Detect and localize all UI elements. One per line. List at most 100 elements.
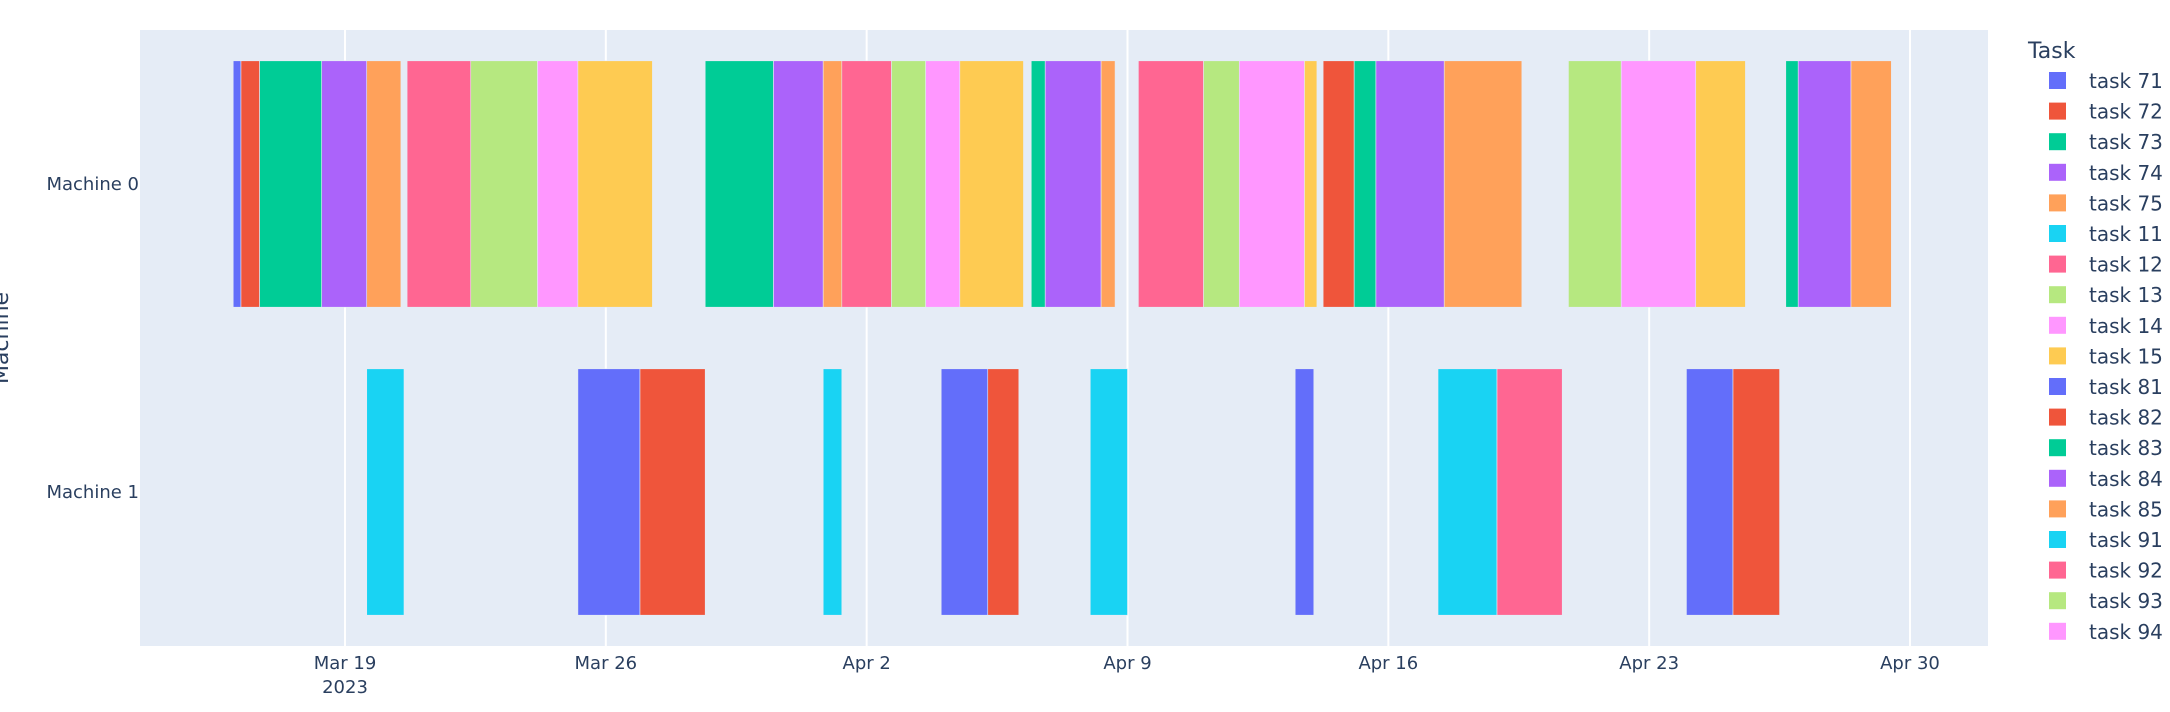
task-bars: [232, 60, 1892, 616]
legend-swatch[interactable]: [2049, 133, 2066, 151]
legend-swatch[interactable]: [2049, 316, 2066, 334]
task-bar[interactable]: [1238, 60, 1305, 308]
x-axis-ticks: Mar 19 2023 Mar 26 Apr 2 Apr 9 Apr 16 Apr 23 Ap…: [314, 653, 1940, 698]
legend-label[interactable]: task 15: [2089, 344, 2163, 368]
task-bar[interactable]: [1620, 60, 1697, 308]
task-bar[interactable]: [841, 60, 892, 308]
legend-swatch[interactable]: [2049, 72, 2066, 89]
legend-label[interactable]: task 82: [2089, 406, 2163, 430]
legend-swatch[interactable]: [2049, 500, 2066, 518]
task-bar[interactable]: [1089, 368, 1128, 616]
legend: Task task 71 task 72 task 73 task 74 task 75…: [2027, 39, 2163, 644]
legend-label[interactable]: task 83: [2089, 436, 2163, 460]
task-bar[interactable]: [259, 60, 323, 308]
task-bar[interactable]: [1100, 60, 1116, 308]
legend-title: Task: [2027, 39, 2076, 64]
x-tick-label: Apr 23: [1619, 653, 1679, 674]
task-bar[interactable]: [406, 60, 472, 308]
legend-swatch[interactable]: [2049, 592, 2066, 610]
task-bar[interactable]: [639, 368, 706, 616]
task-bar[interactable]: [1437, 368, 1498, 616]
legend-swatch[interactable]: [2049, 102, 2066, 120]
task-bar[interactable]: [987, 368, 1020, 616]
task-bar[interactable]: [1203, 60, 1240, 308]
legend-label[interactable]: task 75: [2089, 191, 2163, 215]
task-bar[interactable]: [537, 60, 579, 308]
task-bar[interactable]: [240, 60, 260, 308]
task-bar[interactable]: [1353, 60, 1377, 308]
task-bar[interactable]: [704, 60, 774, 308]
x-tick-label: Apr 30: [1880, 653, 1940, 674]
task-bar[interactable]: [366, 60, 402, 308]
task-bar[interactable]: [232, 60, 242, 308]
legend-swatch[interactable]: [2049, 163, 2066, 181]
x-tick-label: Mar 26: [575, 653, 638, 674]
legend-label[interactable]: task 12: [2089, 253, 2163, 277]
task-bar[interactable]: [773, 60, 824, 308]
x-tick-label: Apr 16: [1358, 653, 1418, 674]
task-bar[interactable]: [577, 368, 641, 616]
task-bar[interactable]: [1304, 60, 1318, 308]
legend-label[interactable]: task 85: [2089, 497, 2163, 521]
legend-label[interactable]: task 94: [2089, 620, 2163, 644]
legend-label[interactable]: task 74: [2089, 161, 2163, 185]
task-bar[interactable]: [1568, 60, 1622, 308]
legend-label[interactable]: task 73: [2089, 130, 2163, 154]
legend-swatch[interactable]: [2049, 622, 2066, 640]
y-axis-title: Machine: [0, 292, 14, 384]
legend-swatch[interactable]: [2049, 408, 2066, 426]
legend-swatch[interactable]: [2049, 286, 2066, 304]
task-bar[interactable]: [822, 60, 843, 308]
task-bar[interactable]: [1294, 368, 1315, 616]
x-tick-label: Apr 9: [1103, 653, 1151, 674]
legend-label[interactable]: task 93: [2089, 589, 2163, 613]
task-bar[interactable]: [1044, 60, 1102, 308]
legend-swatch[interactable]: [2049, 225, 2066, 242]
task-bar[interactable]: [959, 60, 1024, 308]
task-bar[interactable]: [1138, 60, 1204, 308]
legend-swatch[interactable]: [2049, 439, 2066, 457]
legend-label[interactable]: task 14: [2089, 314, 2163, 338]
x-tick-label: Mar 19: [314, 653, 377, 674]
legend-swatch[interactable]: [2049, 469, 2066, 487]
legend-label[interactable]: task 91: [2089, 528, 2163, 552]
task-bar[interactable]: [1443, 60, 1523, 308]
task-bar[interactable]: [891, 60, 926, 308]
legend-label[interactable]: task 81: [2089, 375, 2163, 399]
legend-label[interactable]: task 72: [2089, 100, 2163, 124]
legend-swatch[interactable]: [2049, 531, 2066, 548]
task-bar[interactable]: [321, 60, 368, 308]
legend-swatch[interactable]: [2049, 561, 2066, 579]
task-bar[interactable]: [1732, 368, 1780, 616]
task-bar[interactable]: [470, 60, 538, 308]
y-tick-label: Machine 1: [46, 482, 139, 503]
task-bar[interactable]: [1850, 60, 1892, 308]
task-bar[interactable]: [577, 60, 653, 308]
legend-swatch[interactable]: [2049, 347, 2066, 365]
legend-label[interactable]: task 13: [2089, 283, 2163, 307]
task-bar[interactable]: [1695, 60, 1746, 308]
task-bar[interactable]: [1797, 60, 1852, 308]
y-axis-ticks: Machine 0 Machine 1: [46, 174, 139, 503]
legend-label[interactable]: task 92: [2089, 559, 2163, 583]
task-bar[interactable]: [822, 368, 843, 616]
task-bar[interactable]: [366, 368, 405, 616]
task-bar[interactable]: [1322, 60, 1355, 308]
task-bar[interactable]: [940, 368, 989, 616]
legend-swatch[interactable]: [2049, 255, 2066, 273]
legend-label[interactable]: task 11: [2089, 222, 2163, 246]
task-bar[interactable]: [1030, 60, 1046, 308]
x-tick-year-label: 2023: [322, 677, 368, 698]
task-bar[interactable]: [1785, 60, 1799, 308]
x-tick-label: Apr 2: [843, 653, 891, 674]
task-bar[interactable]: [1686, 368, 1734, 616]
y-tick-label: Machine 0: [46, 174, 139, 195]
legend-swatch[interactable]: [2049, 378, 2066, 395]
task-bar[interactable]: [925, 60, 961, 308]
legend-swatch[interactable]: [2049, 194, 2066, 212]
task-bar[interactable]: [1496, 368, 1563, 616]
legend-label[interactable]: task 84: [2089, 467, 2163, 491]
task-bar[interactable]: [1375, 60, 1445, 308]
legend-label[interactable]: task 71: [2089, 69, 2163, 93]
